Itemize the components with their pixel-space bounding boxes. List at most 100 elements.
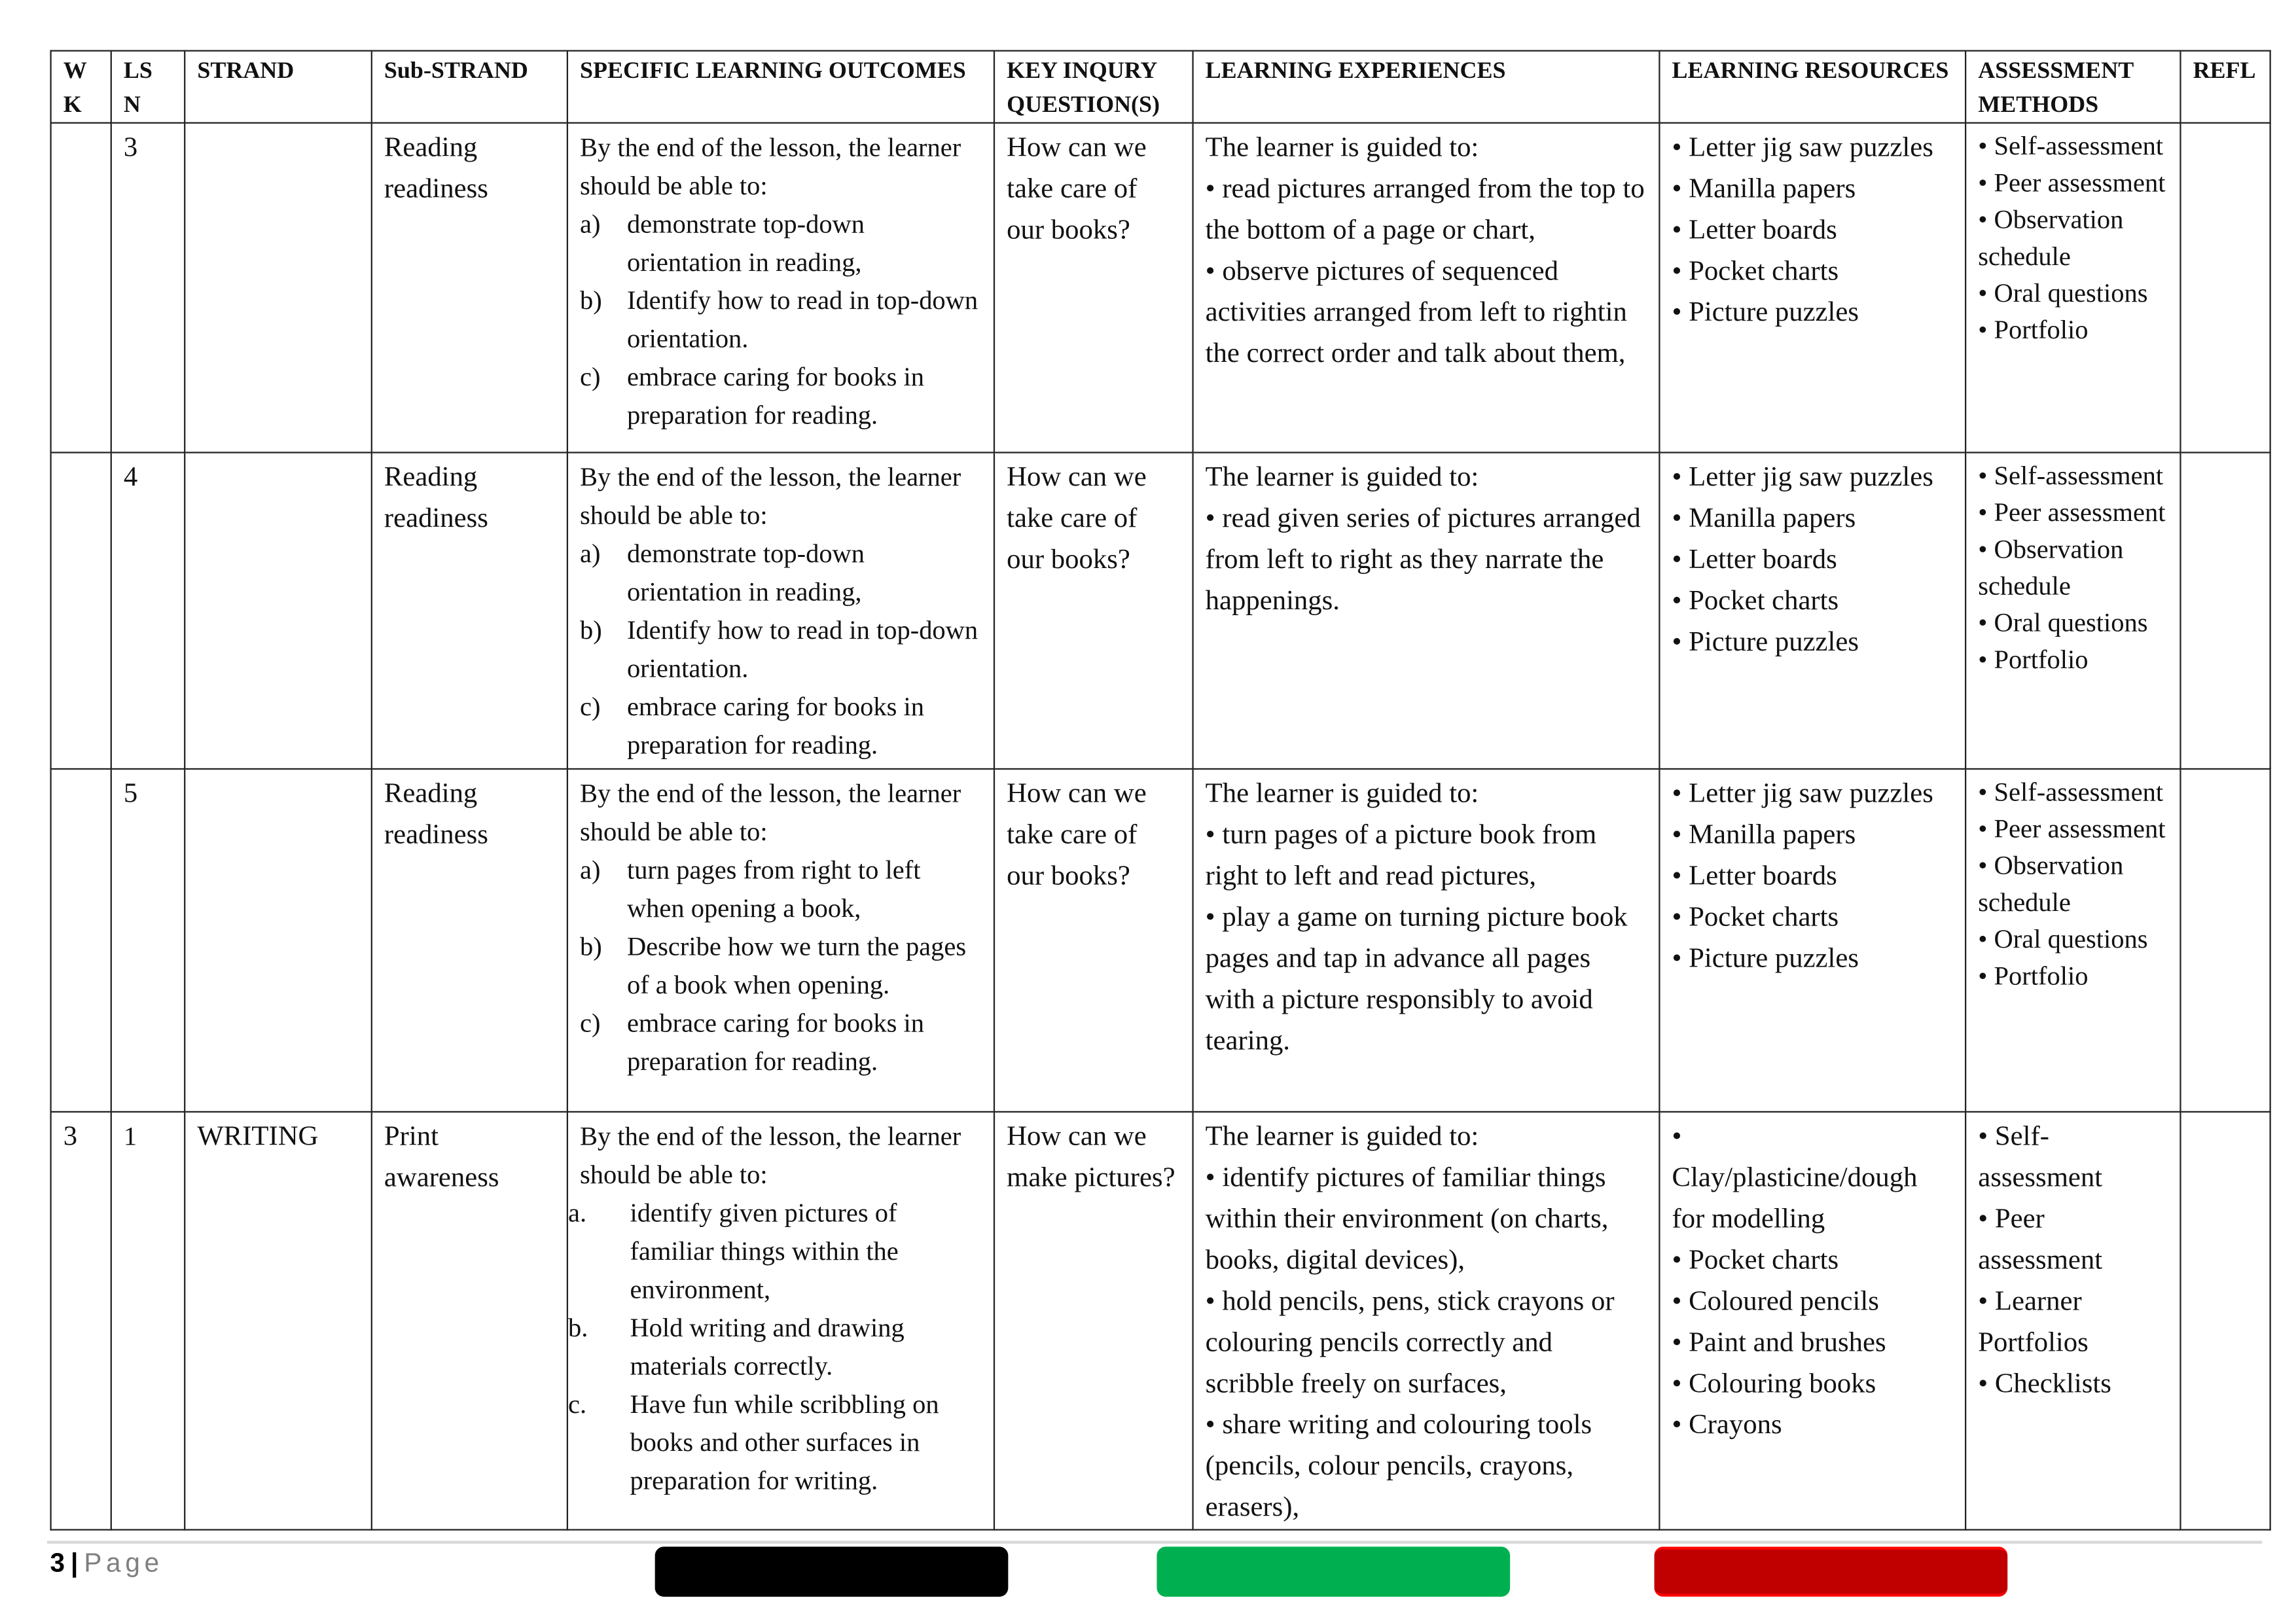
outcome-text: embrace caring for books in preparation … <box>626 1008 925 1076</box>
header-reflection: REFL <box>2179 50 2271 124</box>
resources-cell: • Letter jig saw puzzles • Manilla papers… <box>1659 122 1967 454</box>
resource-item: • Paint and brushes <box>1672 1327 1886 1359</box>
resource-item: • Letter jig saw puzzles <box>1672 132 1933 164</box>
lesson-cell: 1 <box>110 1111 186 1531</box>
substrand-cell: Print awareness <box>370 1111 568 1531</box>
outcome-marker: a) <box>579 209 601 239</box>
strand-cell: WRITING <box>184 1111 372 1531</box>
reflection-cell <box>2179 1111 2271 1531</box>
lesson-cell: 3 <box>110 122 186 454</box>
week-cell <box>50 122 112 454</box>
outcome-marker: c) <box>579 691 601 721</box>
header-strand: STRAND <box>184 50 372 124</box>
assessment-item: • Peer assessment <box>1978 813 2166 844</box>
outcomes-cell: By the end of the lesson, the learner sh… <box>566 452 996 770</box>
reflection-cell <box>2179 452 2271 770</box>
scheme-of-work-table: W K LS N STRAND Sub-STRAND SPECIFIC LEARNING… <box>50 50 2271 1531</box>
red-bar <box>1654 1546 2008 1597</box>
table-row: 3 Reading readiness By the end of the less… <box>50 122 2271 454</box>
header-week: W K <box>50 50 112 124</box>
outcomes-list: a) turn pages from right to left when ope… <box>580 851 982 1080</box>
assessment-cell: • Self-assessment • Peer assessment • Obse… <box>1965 122 2181 454</box>
assessment-item: • Peer assessment <box>1978 497 2166 527</box>
outcome-marker: a) <box>579 539 601 568</box>
experience-item: • play a game on turning picture book pa… <box>1205 902 1628 1057</box>
header-row: W K LS N STRAND Sub-STRAND SPECIFIC LEARNING… <box>50 50 2271 124</box>
outcome-text: demonstrate top-down orientation in read… <box>626 209 865 277</box>
assessment-item: • Self-assessment <box>1978 460 2164 490</box>
experiences-cell: The learner is guided to: • read given se… <box>1192 452 1660 770</box>
assessment-cell: • Self-assessment • Peer assessment • Obse… <box>1965 768 2181 1113</box>
outcomes-cell: By the end of the lesson, the learner sh… <box>566 1111 996 1531</box>
inquiry-question-cell: How can we make pictures? <box>993 1111 1194 1531</box>
resource-item: • Letter boards <box>1672 544 1837 576</box>
strand-cell <box>184 452 372 770</box>
resource-item: • Manilla papers <box>1672 503 1856 535</box>
resource-item: • Pocket charts <box>1672 902 1839 933</box>
outcomes-cell: By the end of the lesson, the learner sh… <box>566 122 996 454</box>
inquiry-question-cell: How can we take care of our books? <box>993 768 1194 1113</box>
header-assessment: ASSESSMENT METHODS <box>1965 50 2181 124</box>
experience-item: The learner is guided to: <box>1205 132 1479 164</box>
resources-cell: • Letter jig saw puzzles • Manilla papers… <box>1659 452 1967 770</box>
experience-item: • read pictures arranged from the top to… <box>1205 173 1645 246</box>
assessment-item: • Oral questions <box>1978 278 2148 308</box>
assessment-item: • Peer assessment <box>1978 168 2166 198</box>
outcome-marker: c) <box>579 362 601 392</box>
resource-item: Clay/plasticine/dough for modelling <box>1672 1162 1918 1235</box>
outcome-marker: b) <box>579 931 602 961</box>
outcome-item: a. identify given pictures of familiar th… <box>568 1194 982 1308</box>
outcome-marker: b) <box>579 615 602 645</box>
outcome-item: c) embrace caring for books in preparatio… <box>580 1004 982 1080</box>
outcome-marker: c) <box>579 1008 601 1038</box>
outcomes-list: a) demonstrate top-down orientation in re… <box>580 534 982 764</box>
outcome-item: c. Have fun while scribbling on books and… <box>568 1385 982 1499</box>
resource-item: • Letter jig saw puzzles <box>1672 778 1933 810</box>
assessment-item: • Self-assessment <box>1978 131 2164 161</box>
outcome-text: embrace caring for books in preparation … <box>626 691 925 760</box>
outcome-item: c) embrace caring for books in preparatio… <box>580 357 982 434</box>
outcome-text: turn pages from right to left when openi… <box>626 855 921 923</box>
header-inquiry-question: KEY INQURY QUESTION(S) <box>993 50 1194 124</box>
experience-item: • share writing and colouring tools (pen… <box>1205 1410 1592 1524</box>
resources-cell: • Clay/plasticine/dough for modelling • Po… <box>1659 1111 1967 1531</box>
assessment-item: • Self-assessment <box>1978 1121 2103 1194</box>
green-bar <box>1157 1546 1511 1597</box>
experiences-cell: The learner is guided to: • turn pages of… <box>1192 768 1660 1113</box>
inquiry-question-cell: How can we take care of our books? <box>993 452 1194 770</box>
outcome-text: demonstrate top-down orientation in read… <box>626 539 865 607</box>
outcome-item: b) Identify how to read in top-down orien… <box>580 281 982 358</box>
experience-item: • identify pictures of familiar things w… <box>1205 1162 1609 1276</box>
assessment-cell: • Self-assessment • Peer assessment • Obse… <box>1965 452 2181 770</box>
outcome-item: a) demonstrate top-down orientation in re… <box>580 534 982 611</box>
footer-divider <box>46 1541 2263 1544</box>
resource-item: • Colouring books <box>1672 1368 1876 1400</box>
week-cell: 3 <box>50 1111 112 1531</box>
assessment-item: • Checklists <box>1978 1368 2111 1400</box>
resource-item: • Picture puzzles <box>1672 626 1859 658</box>
resource-item: • <box>1672 1121 1682 1152</box>
experiences-cell: The learner is guided to: • read pictures… <box>1192 122 1660 454</box>
assessment-item: • Observation schedule <box>1978 850 2124 917</box>
header-lesson: LS N <box>110 50 186 124</box>
header-sub-strand: Sub-STRAND <box>370 50 568 124</box>
outcome-item: b) Describe how we turn the pages of a bo… <box>580 927 982 1004</box>
outcome-item: b. Hold writing and drawing materials cor… <box>568 1308 982 1385</box>
resource-item: • Crayons <box>1672 1410 1782 1441</box>
strand-cell <box>184 122 372 454</box>
strand-cell <box>184 768 372 1113</box>
assessment-item: • Portfolio <box>1978 644 2089 674</box>
experience-item: The learner is guided to: <box>1205 1121 1479 1152</box>
experience-item: • read given series of pictures arranged… <box>1205 503 1641 617</box>
outcome-text: Describe how we turn the pages of a book… <box>626 931 967 999</box>
resource-item: • Picture puzzles <box>1672 297 1859 329</box>
resource-item: • Manilla papers <box>1672 819 1856 851</box>
assessment-item: • Self-assessment <box>1978 777 2164 807</box>
assessment-item: • Oral questions <box>1978 924 2148 954</box>
assessment-item: • Peer assessment <box>1978 1204 2103 1276</box>
resource-item: • Pocket charts <box>1672 256 1839 287</box>
outcomes-intro: By the end of the lesson, the learner sh… <box>579 132 961 200</box>
resource-item: • Pocket charts <box>1672 585 1839 617</box>
outcome-marker: b) <box>579 285 602 315</box>
